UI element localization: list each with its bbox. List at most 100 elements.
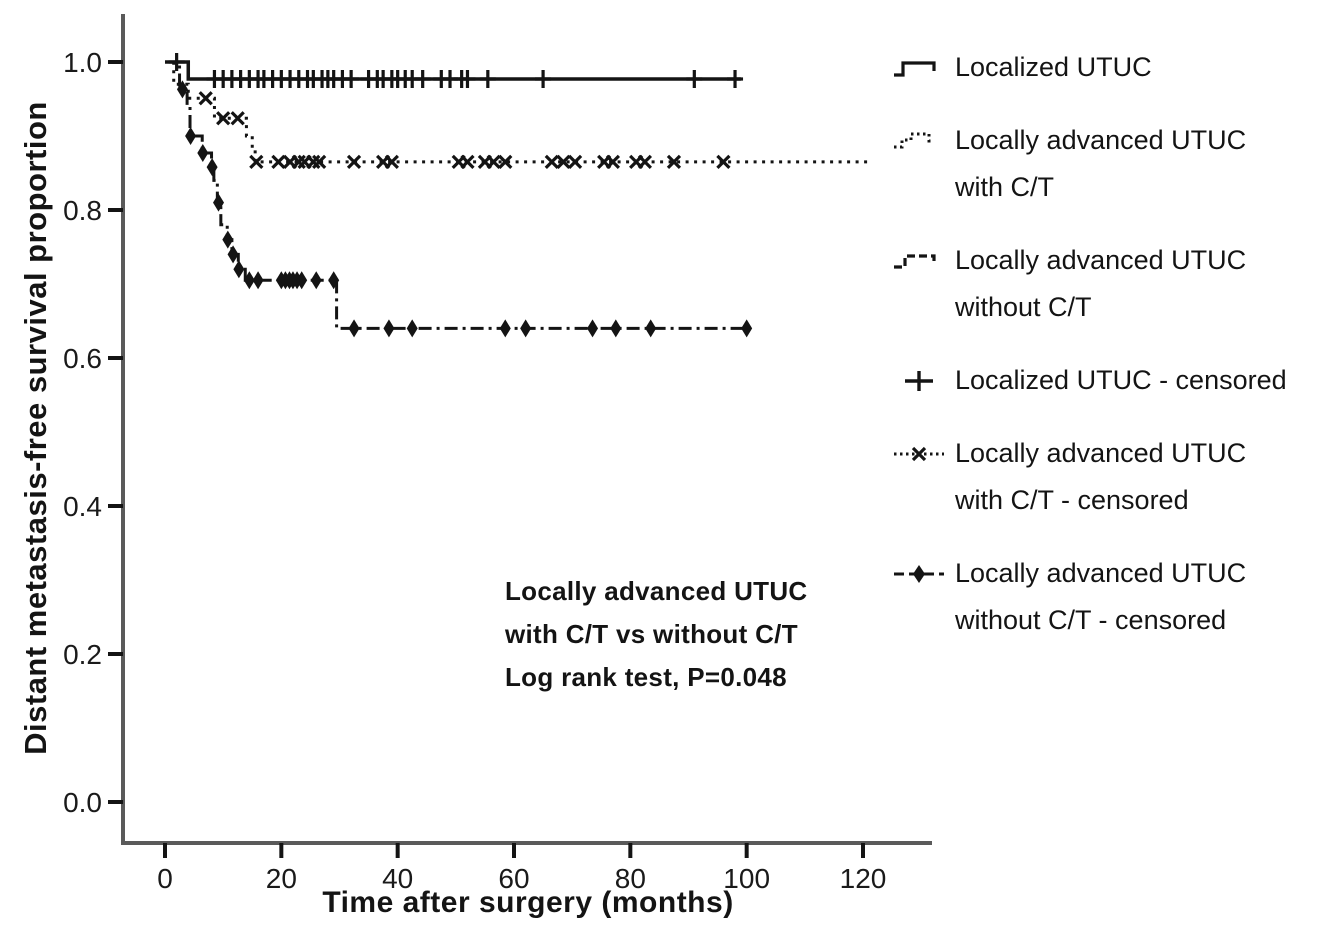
step-solid-icon <box>894 61 936 77</box>
x-tick-label: 80 <box>615 863 646 894</box>
legend-item-locally-advanced-utuc-with-c-t-censored: Locally advanced UTUC with C/T - censored <box>892 430 1312 524</box>
censor-diamond-marker <box>185 127 197 145</box>
censor-plus-marker <box>459 70 476 89</box>
legend-label-line: Localized UTUC <box>955 52 1152 82</box>
y-tick-label: 0.0 <box>63 787 102 818</box>
censor-diamond-marker <box>383 319 395 338</box>
legend-label: Locally advanced UTUC without C/T - censo… <box>955 550 1246 644</box>
legend-label-line: without C/T - censored <box>955 605 1227 635</box>
censor-x-marker <box>498 154 513 170</box>
y-tick-label: 0.8 <box>63 195 102 226</box>
curve-locally-advanced-utuc-with-c-t <box>165 60 869 164</box>
plus-marker-icon <box>905 371 933 391</box>
censor-x-marker <box>198 91 213 106</box>
censor-plus-marker <box>727 70 744 89</box>
censor-x-marker <box>271 154 286 170</box>
censor-x-marker <box>230 111 245 126</box>
censor-plus-marker <box>535 70 552 89</box>
x-tick-label: 0 <box>157 863 173 894</box>
annotation-line-1: Locally advanced UTUC <box>505 576 808 606</box>
censor-x-marker <box>567 154 583 170</box>
censor-diamond-marker <box>197 144 209 163</box>
log-rank-annotation: Locally advanced UTUC with C/T vs withou… <box>505 570 808 699</box>
legend-label-line: with C/T <box>955 172 1055 202</box>
curve-locally-advanced-utuc-without-c-t <box>165 60 747 330</box>
censor-diamond-marker <box>206 158 218 177</box>
censor-diamond-marker <box>296 271 308 290</box>
legend-label: Locally advanced UTUC with C/T <box>955 117 1246 211</box>
annotation-line-3: Log rank test, P=0.048 <box>505 662 787 692</box>
legend-label-line: without C/T <box>955 292 1092 322</box>
legend-label: Locally advanced UTUC without C/T <box>955 237 1246 331</box>
censor-x-marker <box>384 154 399 170</box>
x-axis-title: Time after surgery (months) <box>322 886 734 919</box>
censor-x-marker <box>716 154 731 170</box>
censor-diamond-marker <box>176 80 188 99</box>
legend-label: Localized UTUC - censored <box>955 357 1287 404</box>
y-tick-label: 0.2 <box>63 639 102 670</box>
censor-diamond-marker <box>227 245 239 264</box>
legend-item-localized-utuc-censored: Localized UTUC - censored <box>892 357 1312 404</box>
censor-diamond-marker <box>222 230 234 249</box>
legend-label-line: Locally advanced UTUC <box>955 245 1247 275</box>
censor-x-marker <box>346 154 362 170</box>
censor-diamond-marker <box>610 319 622 338</box>
legend-item-locally-advanced-utuc-with-c-t: Locally advanced UTUC with C/T <box>892 117 1312 211</box>
censor-plus-marker <box>479 70 496 89</box>
y-tick-label: 1.0 <box>63 47 102 78</box>
x-tick-label: 120 <box>840 863 887 894</box>
legend-item-localized-utuc: Localized UTUC <box>892 44 1312 91</box>
annotation-line-2: with C/T vs without C/T <box>505 619 798 649</box>
censor-plus-marker <box>686 70 703 89</box>
censor-x-marker <box>249 154 264 170</box>
censor-diamond-marker <box>252 271 264 290</box>
censor-diamond-marker <box>587 319 599 338</box>
y-tick-label: 0.4 <box>63 491 102 522</box>
step-dashed-icon <box>894 254 936 269</box>
legend-label: Localized UTUC <box>955 44 1152 91</box>
censor-x-marker <box>460 154 475 170</box>
censor-diamond-marker <box>645 319 657 338</box>
censor-plus-marker <box>343 70 360 89</box>
censor-diamond-marker <box>406 319 418 338</box>
legend-label-line: with C/T - censored <box>955 485 1189 515</box>
censor-plus-marker <box>414 70 431 89</box>
y-tick-label: 0.6 <box>63 343 102 374</box>
legend-label-line: Locally advanced UTUC <box>955 125 1247 155</box>
censor-x-marker <box>666 154 682 170</box>
x-marker-icon <box>894 446 944 462</box>
censor-diamond-marker <box>499 319 511 338</box>
censor-diamond-marker <box>348 319 360 338</box>
censor-diamond-marker <box>741 319 753 338</box>
x-tick-label: 100 <box>723 863 770 894</box>
chart-legend: Localized UTUC Locally advanced UTUC with … <box>892 44 1312 670</box>
censor-diamond-marker <box>243 271 255 290</box>
censor-diamond-marker <box>213 193 225 212</box>
diamond-marker-icon <box>894 565 944 583</box>
x-tick-label: 20 <box>266 863 297 894</box>
y-axis-title: Distant metastasis-free survival proport… <box>18 101 53 755</box>
censor-x-marker <box>637 154 653 170</box>
censor-x-marker <box>486 154 501 170</box>
censor-diamond-marker <box>520 319 532 338</box>
censor-diamond-marker <box>328 271 340 290</box>
censor-x-marker <box>605 154 621 170</box>
legend-item-locally-advanced-utuc-without-c-t-censored: Locally advanced UTUC without C/T - censo… <box>892 550 1312 644</box>
censor-diamond-marker <box>310 271 322 290</box>
legend-label: Locally advanced UTUC with C/T - censored <box>955 430 1246 524</box>
censor-diamond-marker <box>233 260 245 279</box>
legend-label-line: Localized UTUC - censored <box>955 365 1287 395</box>
x-tick-label: 60 <box>498 863 529 894</box>
x-tick-label: 40 <box>382 863 413 894</box>
legend-label-line: Locally advanced UTUC <box>955 558 1247 588</box>
censor-x-marker <box>556 154 571 170</box>
censor-x-marker <box>544 154 559 170</box>
step-dotted-icon <box>894 132 934 149</box>
curve-localized-utuc <box>165 60 741 81</box>
legend-item-locally-advanced-utuc-without-c-t: Locally advanced UTUC without C/T <box>892 237 1312 331</box>
censor-x-marker <box>216 111 231 126</box>
legend-label-line: Locally advanced UTUC <box>955 438 1247 468</box>
censor-x-marker <box>312 154 327 170</box>
